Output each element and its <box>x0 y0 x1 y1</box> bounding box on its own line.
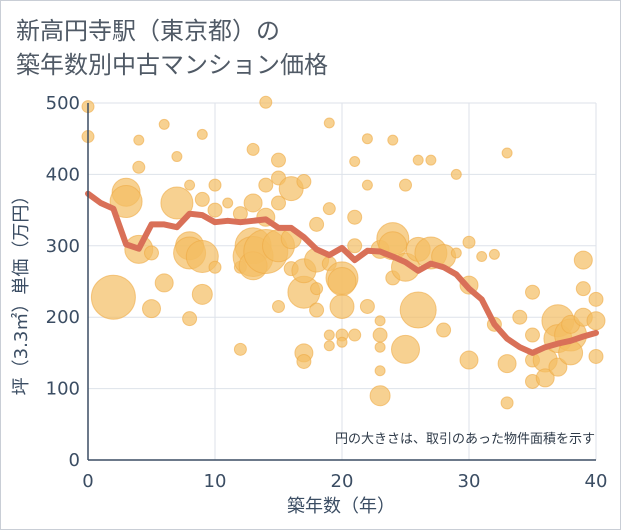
bubble <box>272 299 285 313</box>
bubble <box>158 118 170 130</box>
bubble <box>497 354 517 374</box>
bubble <box>182 311 198 327</box>
bubble <box>194 191 210 207</box>
bubble <box>372 327 388 343</box>
bubble <box>196 128 208 140</box>
bubble <box>361 179 373 191</box>
bubble-size-note: 円の大きさは、取引のあった物件面積を示す <box>335 432 595 447</box>
bubble <box>391 334 420 364</box>
bubble <box>412 154 424 166</box>
bubble <box>399 178 412 192</box>
chart-title-line-2: 築年数別中古マンション価格 <box>16 51 328 79</box>
bubble <box>90 274 136 320</box>
bubble <box>191 283 213 305</box>
x-tick-label: 40 <box>585 471 608 492</box>
bubble <box>323 329 335 341</box>
bubble <box>208 178 222 192</box>
average-price-line <box>85 190 599 356</box>
bubble <box>133 134 145 146</box>
bubble <box>525 284 540 300</box>
bubble <box>374 365 386 377</box>
bubble <box>132 160 146 174</box>
bubble <box>535 368 555 388</box>
bubble <box>525 327 540 343</box>
bubble <box>348 328 362 342</box>
bubble <box>144 245 159 261</box>
bubble <box>450 247 462 259</box>
bubble <box>425 154 437 166</box>
bubble <box>109 185 143 219</box>
x-tick-label: 20 <box>331 471 354 492</box>
bubble <box>347 209 363 225</box>
y-tick-label: 100 <box>46 379 80 400</box>
bubble <box>450 168 462 180</box>
bubble <box>399 291 437 329</box>
bubble <box>142 299 161 319</box>
bubble <box>232 206 248 222</box>
bubble <box>347 238 363 254</box>
y-tick-label: 500 <box>46 93 80 114</box>
bubble <box>374 315 386 327</box>
bubble <box>160 186 194 220</box>
bubble <box>436 322 452 338</box>
bubble <box>309 302 325 318</box>
bubble <box>310 282 324 296</box>
bubble <box>271 195 286 211</box>
bubble <box>588 348 604 364</box>
bubble <box>309 216 325 232</box>
bubble <box>369 385 391 407</box>
bubble <box>208 260 222 274</box>
bubble <box>243 193 263 213</box>
bubble <box>501 147 513 159</box>
bubble <box>500 396 514 410</box>
bubble <box>296 353 312 369</box>
bubble <box>259 95 273 109</box>
bubble <box>184 179 196 191</box>
bubble <box>349 156 361 168</box>
chart-title-line-1: 新高円寺駅（東京都）の <box>16 17 280 45</box>
bubble <box>588 291 604 307</box>
bubble <box>586 311 606 331</box>
bubble <box>548 357 568 377</box>
y-tick-label: 300 <box>46 236 80 257</box>
x-axis-label: 築年数（年） <box>287 496 395 517</box>
bubble <box>154 273 174 293</box>
chart-title: 新高円寺駅（東京都）の 築年数別中古マンション価格 <box>16 14 328 82</box>
x-tick-label: 10 <box>204 471 227 492</box>
bubble <box>374 341 386 353</box>
y-axis-label: 坪（3.3㎡）単価（万円） <box>10 187 32 396</box>
bubble <box>361 133 373 145</box>
bubble <box>488 248 500 260</box>
bubble <box>573 250 593 270</box>
bubble <box>336 336 348 348</box>
bubble <box>233 342 247 356</box>
bubble <box>359 298 375 314</box>
bubble <box>322 202 336 216</box>
bubble <box>462 235 476 249</box>
x-tick-label: 30 <box>458 471 481 492</box>
bubble <box>512 309 528 325</box>
bubble <box>271 152 286 168</box>
bubble <box>327 267 357 296</box>
bubble <box>246 142 260 156</box>
x-tick-label: 0 <box>82 471 93 492</box>
bubble <box>222 197 234 209</box>
bubble <box>387 134 399 146</box>
bubble <box>476 251 488 263</box>
y-tick-label: 200 <box>46 307 80 328</box>
y-tick-label: 0 <box>69 450 80 471</box>
bubble <box>323 117 335 129</box>
bubble <box>258 177 274 193</box>
bubble <box>207 202 223 218</box>
bubble <box>459 350 479 370</box>
bubble <box>171 151 183 163</box>
axes <box>87 103 596 461</box>
bubble <box>296 174 312 190</box>
bubble <box>323 340 335 352</box>
y-tick-label: 400 <box>46 164 80 185</box>
bubble <box>575 281 591 297</box>
bubble <box>329 293 355 319</box>
